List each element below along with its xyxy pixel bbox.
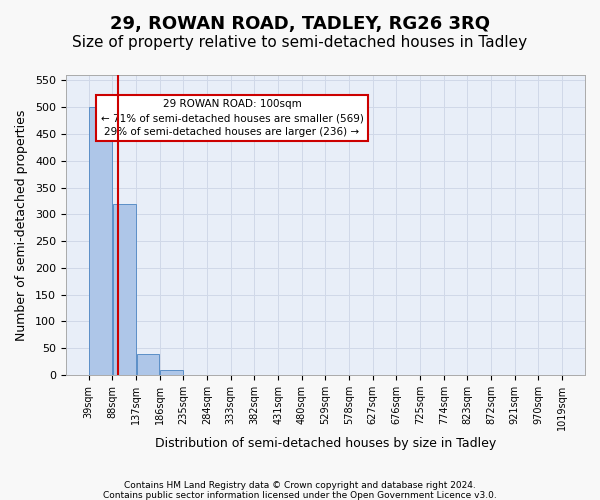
Y-axis label: Number of semi-detached properties: Number of semi-detached properties (15, 110, 28, 340)
Text: 29 ROWAN ROAD: 100sqm
← 71% of semi-detached houses are smaller (569)
29% of sem: 29 ROWAN ROAD: 100sqm ← 71% of semi-deta… (101, 99, 364, 137)
Bar (137, 354, 159, 375)
Text: Size of property relative to semi-detached houses in Tadley: Size of property relative to semi-detach… (73, 35, 527, 50)
Text: 29, ROWAN ROAD, TADLEY, RG26 3RQ: 29, ROWAN ROAD, TADLEY, RG26 3RQ (110, 15, 490, 33)
Bar (160, 370, 183, 375)
Bar (89, 107, 112, 375)
Text: Contains public sector information licensed under the Open Government Licence v3: Contains public sector information licen… (103, 491, 497, 500)
X-axis label: Distribution of semi-detached houses by size in Tadley: Distribution of semi-detached houses by … (155, 437, 496, 450)
Text: Contains HM Land Registry data © Crown copyright and database right 2024.: Contains HM Land Registry data © Crown c… (124, 481, 476, 490)
Bar (113, 204, 136, 375)
